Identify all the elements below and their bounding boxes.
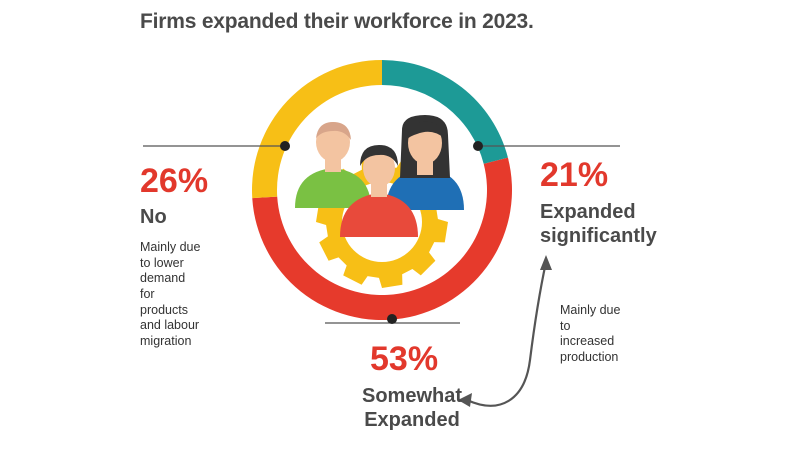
workforce-icon xyxy=(295,115,464,288)
donut-slice-no xyxy=(252,60,382,199)
value-label-some: 53% xyxy=(370,340,439,378)
donut-slice-expanded-significantly xyxy=(382,60,508,164)
note-no: Mainly due to lower demand for products … xyxy=(140,240,201,348)
person-green-icon xyxy=(295,122,371,208)
category-label-some: Somewhat Expanded xyxy=(362,385,463,431)
person-blue-icon xyxy=(386,115,464,210)
donut-slice-somewhat-expanded xyxy=(252,157,512,321)
leader-dot-sig xyxy=(473,141,483,151)
chart-title: Firms expanded their workforce in 2023. xyxy=(140,10,534,33)
value-label-no: 26% xyxy=(140,162,209,200)
category-label-no: No xyxy=(140,206,167,228)
category-label-sig: Expanded significantly xyxy=(540,201,657,247)
arrow-path xyxy=(466,261,548,407)
leader-dot-some xyxy=(387,314,397,324)
note-sig: Mainly due to increased production xyxy=(560,303,621,364)
donut-slices xyxy=(252,60,512,321)
leader-dot-no xyxy=(280,141,290,151)
value-label-sig: 21% xyxy=(540,156,609,194)
arrow-head-left xyxy=(458,393,472,407)
arrow-head-up xyxy=(540,255,552,270)
person-red-icon xyxy=(340,145,418,237)
